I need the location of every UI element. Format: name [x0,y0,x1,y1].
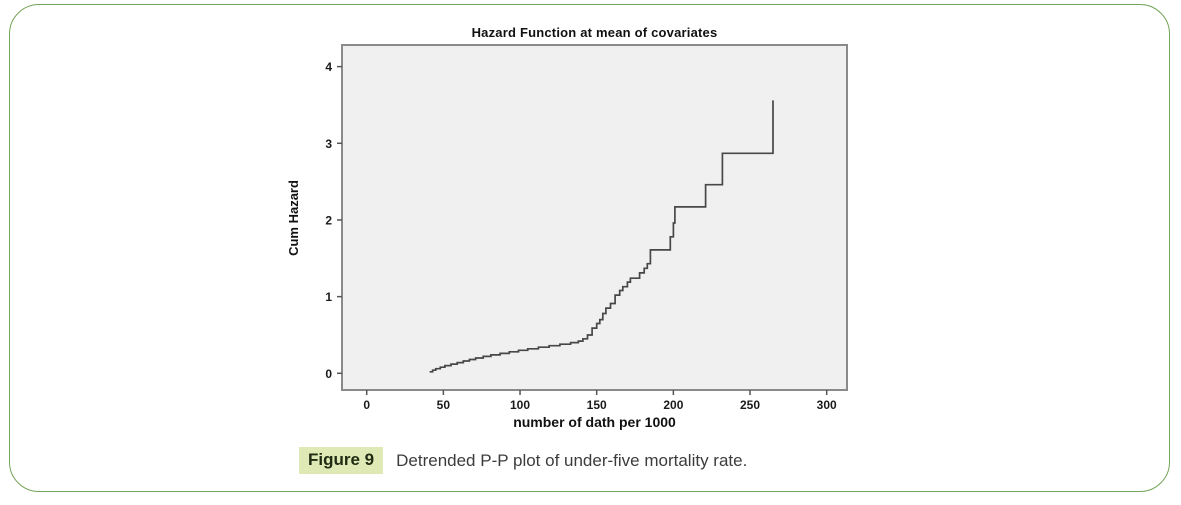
chart-title: Hazard Function at mean of covariates [471,25,718,40]
chart-svg: 0 1 2 3 4 0 50 100 150 200 250 300 [325,44,848,412]
y-tick-label: 3 [325,137,332,151]
x-tick-label: 200 [663,398,683,412]
x-tick-label: 300 [817,398,837,412]
figure-caption: Figure 9 Detrended P-P plot of under-fiv… [299,447,747,474]
y-axis-title-text: Cum Hazard [286,180,301,256]
x-tick-label: 100 [510,398,530,412]
hazard-step-curve [429,100,774,373]
x-axis-title: number of dath per 1000 [513,414,676,430]
x-tick-label: 0 [363,398,370,412]
figure-caption-label: Figure 9 [299,447,384,474]
y-tick-label: 0 [325,367,332,381]
x-tick-label: 250 [740,398,760,412]
y-tick-label: 1 [325,290,332,304]
y-tick-label: 4 [325,60,332,74]
figure-caption-text: Detrended P-P plot of under-five mortali… [396,450,748,470]
y-tick-label: 2 [325,213,332,227]
x-tick-label: 50 [437,398,451,412]
x-tick-label: 150 [587,398,607,412]
plot-area [341,44,848,391]
